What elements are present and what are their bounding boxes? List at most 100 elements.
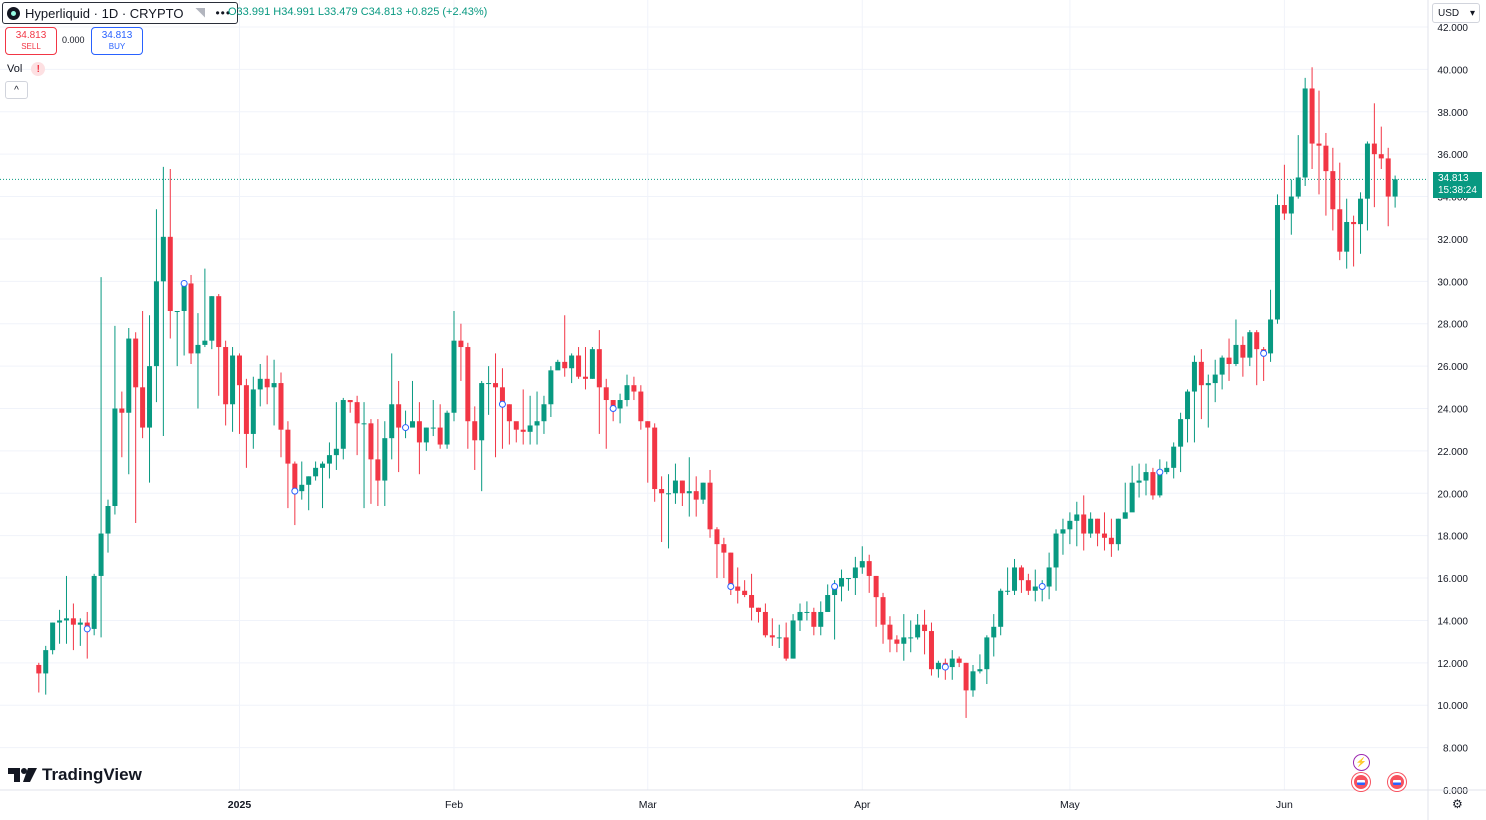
more-options-icon[interactable]: ••• <box>215 6 232 20</box>
candle-up <box>541 395 547 434</box>
candle-up <box>776 624 782 648</box>
buy-button[interactable]: 34.813 BUY <box>91 27 143 55</box>
currency-select[interactable]: USD ▾ <box>1432 3 1480 23</box>
candle-up <box>361 402 367 509</box>
candle-down <box>437 404 443 449</box>
symbol-title[interactable]: Hyperliquid · 1D · CRYPTO <box>25 5 184 21</box>
price-tick-label: 34.000 <box>1437 193 1468 204</box>
candle-body <box>638 391 644 422</box>
candle-down <box>347 400 353 413</box>
candle-body <box>1129 482 1135 513</box>
candle-up <box>1233 319 1239 367</box>
candle-body <box>1101 533 1107 538</box>
candle-up <box>57 609 63 644</box>
price-tick-label: 14.000 <box>1437 616 1468 627</box>
candlestick-series[interactable] <box>36 67 1398 718</box>
candle-body <box>631 385 637 392</box>
candle-body <box>320 463 326 468</box>
candle-body <box>57 620 63 623</box>
candle-up <box>1157 459 1163 498</box>
candle-body <box>1115 518 1121 545</box>
candle-body <box>423 427 429 443</box>
volume-indicator[interactable]: Vol ! <box>7 62 46 76</box>
time-tick-label: 2025 <box>228 799 252 811</box>
candle-body <box>299 484 305 492</box>
candle-body <box>624 385 630 401</box>
candle-body <box>541 404 547 422</box>
candle-down <box>1378 126 1384 170</box>
time-tick-label: Mar <box>639 799 658 811</box>
candle-up <box>444 410 450 449</box>
candle-body <box>1157 472 1163 496</box>
sell-button[interactable]: 34.813 SELL <box>5 27 57 55</box>
us-flag-icon[interactable] <box>1352 773 1370 791</box>
candle-body <box>922 624 928 632</box>
candle-body <box>617 400 623 409</box>
candle-body <box>147 366 153 428</box>
price-axis[interactable]: 6.000 8.000 10.000 12.000 14.000 16.000 18.000… <box>1427 0 1468 820</box>
candle-body <box>382 438 388 481</box>
event-marker <box>498 400 506 408</box>
candle-down <box>873 575 879 627</box>
candle-down <box>1330 147 1336 231</box>
candle-up <box>389 353 395 460</box>
candle-down <box>188 274 194 364</box>
candle-down <box>216 294 222 396</box>
candle-body <box>1053 533 1059 568</box>
event-marker <box>1156 468 1164 476</box>
price-tick-label: 16.000 <box>1437 574 1468 585</box>
candle-down <box>887 616 893 653</box>
candle-up <box>479 380 485 492</box>
candle-body <box>970 671 976 691</box>
candle-body <box>873 575 879 598</box>
candle-body <box>1344 221 1350 252</box>
candle-down <box>1226 338 1232 381</box>
candle-up <box>818 601 824 636</box>
collapse-indicators-button[interactable]: ^ <box>5 81 28 99</box>
candle-up <box>970 664 976 697</box>
candle-up <box>1012 558 1018 596</box>
candle-down <box>1240 336 1246 377</box>
us-flag-icon[interactable] <box>1388 773 1406 791</box>
candle-body <box>271 383 277 388</box>
gear-icon[interactable]: ⚙ <box>1452 797 1463 811</box>
candle-up <box>423 427 429 451</box>
bookmark-icon[interactable] <box>195 8 206 18</box>
candle-up <box>1191 355 1197 443</box>
candle-body <box>513 421 519 430</box>
candle-up <box>63 575 69 644</box>
buy-label: BUY <box>108 42 126 51</box>
candle-up <box>1060 518 1066 555</box>
candle-body <box>326 455 332 464</box>
time-tick-label: Feb <box>445 799 463 811</box>
candle-up <box>153 209 159 403</box>
candle-down <box>84 611 90 659</box>
price-tick-label: 32.000 <box>1437 235 1468 246</box>
event-marker <box>1038 583 1046 591</box>
candle-down <box>472 406 478 470</box>
candle-body <box>1212 374 1218 384</box>
warning-icon[interactable]: ! <box>31 62 46 76</box>
spread-value: 0.000 <box>62 35 85 45</box>
tradingview-logo[interactable]: TradingView <box>8 765 142 785</box>
candle-up <box>845 578 851 591</box>
candle-body <box>36 664 42 674</box>
candle-down <box>1018 565 1024 593</box>
candle-down <box>243 378 249 468</box>
candle-down <box>1081 495 1087 551</box>
lightning-icon[interactable]: ⚡ <box>1353 754 1370 771</box>
event-marker <box>83 625 91 633</box>
candle-down <box>493 353 499 458</box>
candle-body <box>354 402 360 424</box>
price-tick-label: 8.000 <box>1443 744 1468 755</box>
candle-up <box>672 463 678 504</box>
symbol-header[interactable]: Hyperliquid · 1D · CRYPTO ••• <box>2 2 239 24</box>
candle-body <box>416 421 422 443</box>
candle-body <box>977 669 983 672</box>
time-axis[interactable]: 2025 Feb Mar Apr May Jun <box>0 789 1486 811</box>
candle-up <box>1212 359 1218 403</box>
candle-up <box>105 499 111 553</box>
candle-down <box>631 376 637 401</box>
candle-up <box>977 654 983 674</box>
